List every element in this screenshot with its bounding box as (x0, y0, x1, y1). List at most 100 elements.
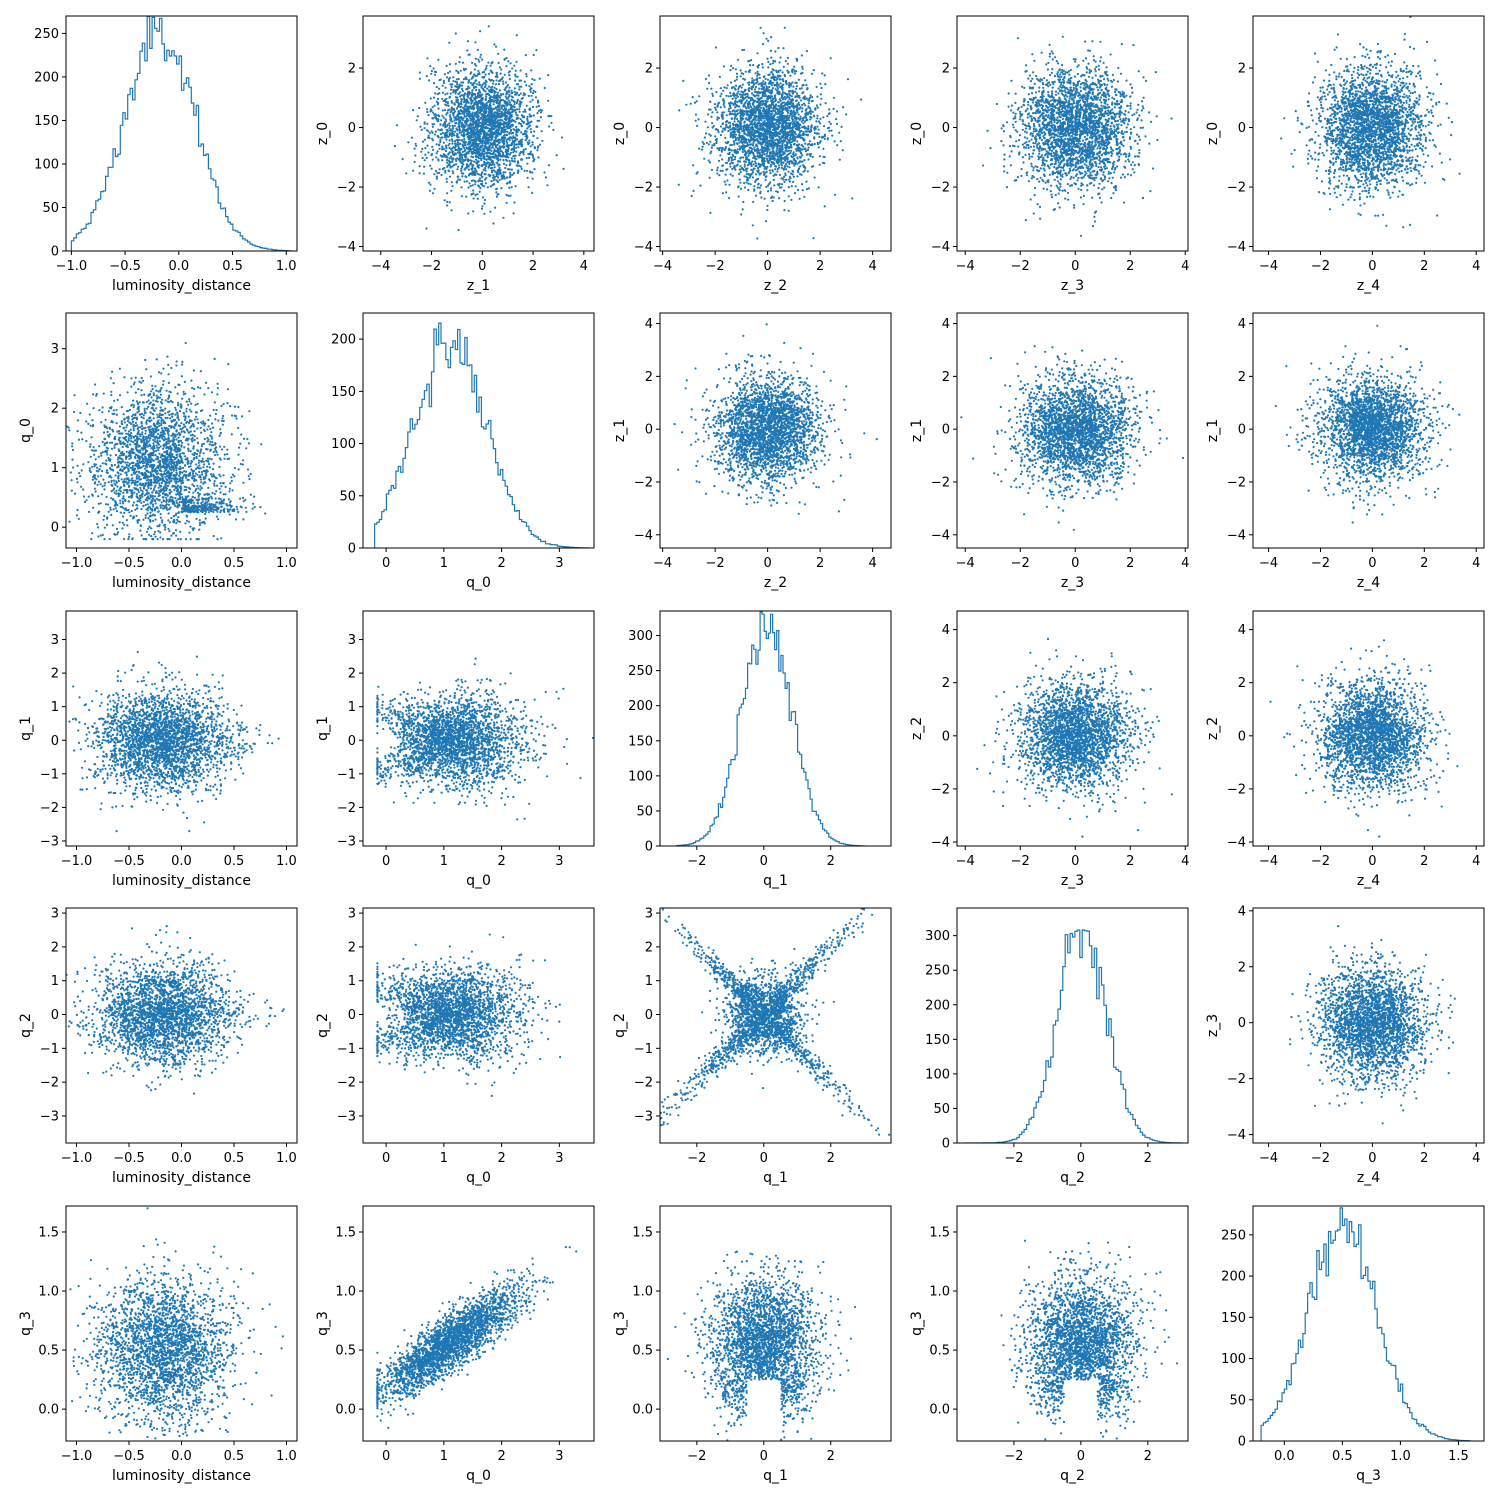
scatter-point (560, 136, 564, 139)
scatter-point (790, 117, 794, 120)
scatter-point (733, 120, 736, 123)
scatter-point (460, 84, 463, 87)
scatter-point (776, 81, 779, 84)
scatter-point (438, 147, 441, 150)
scatter-point (492, 161, 495, 164)
scatter-point (492, 179, 495, 182)
scatter-point (508, 168, 511, 171)
scatter-point (803, 125, 806, 128)
scatter-point (446, 159, 449, 162)
scatter-point (518, 94, 521, 97)
scatter-point (491, 176, 494, 179)
scatter-point (816, 117, 819, 120)
scatter-point (497, 61, 500, 64)
scatter-point (755, 157, 758, 161)
scatter-point (470, 101, 473, 104)
scatter-point (462, 163, 465, 166)
y-tick-label: 2 (348, 62, 356, 77)
scatter-point (767, 110, 771, 113)
scatter-point (779, 85, 782, 89)
scatter-point (434, 133, 437, 136)
scatter-point (513, 87, 516, 90)
scatter-point (546, 184, 549, 187)
scatter-point (698, 147, 701, 150)
scatter-point (809, 154, 812, 158)
scatter-point (809, 94, 812, 97)
scatter-point (792, 151, 795, 154)
scatter-point (484, 163, 487, 166)
scatter-point (462, 172, 465, 175)
scatter-point (436, 120, 440, 123)
scatter-point (444, 169, 447, 172)
scatter-point (766, 208, 769, 212)
scatter-point (719, 169, 722, 172)
scatter-point (498, 66, 501, 69)
scatter-point (788, 166, 791, 169)
scatter-point (826, 138, 829, 141)
scatter-point (757, 127, 760, 130)
scatter-point (498, 166, 501, 170)
scatter-point (738, 105, 741, 108)
scatter-point (427, 151, 430, 154)
scatter-point (749, 96, 752, 99)
scatter-point (695, 100, 698, 103)
scatter-point (773, 96, 776, 99)
scatter-point (518, 164, 521, 167)
scatter-point (500, 106, 503, 109)
scatter-point (472, 146, 475, 149)
scatter-point (784, 124, 787, 127)
scatter-point (514, 185, 517, 188)
scatter-point (776, 142, 779, 145)
scatter-point (511, 139, 514, 143)
scatter-point (745, 181, 748, 184)
scatter-point (709, 140, 712, 143)
scatter-point (707, 74, 711, 77)
scatter-point (460, 195, 463, 198)
scatter-point (432, 96, 435, 99)
scatter-point (460, 167, 463, 170)
scatter-point (508, 186, 511, 189)
scatter-point (460, 186, 463, 189)
x-tick-label: 1.0 (276, 259, 297, 274)
scatter-point (799, 117, 802, 120)
scatter-point (519, 69, 522, 72)
scatter-point (804, 104, 807, 107)
scatter-point (764, 144, 767, 147)
scatter-point (727, 95, 730, 98)
scatter-point (750, 163, 753, 166)
scatter-point (435, 114, 438, 117)
scatter-point (740, 166, 744, 170)
scatter-point (796, 95, 800, 98)
scatter-point (445, 134, 448, 137)
scatter-point (804, 142, 807, 145)
scatter-point (747, 106, 750, 110)
scatter-point (494, 154, 497, 157)
scatter-point (780, 183, 784, 186)
scatter-point (494, 153, 497, 156)
x-axis-label: z_1 (467, 278, 490, 294)
scatter-point (488, 145, 491, 148)
scatter-point (441, 146, 444, 149)
scatter-point (737, 172, 741, 176)
scatter-point (502, 151, 505, 154)
scatter-point (516, 164, 519, 167)
scatter-point (498, 104, 501, 107)
scatter-point (733, 141, 736, 144)
axes-frame (362, 15, 595, 252)
scatter-point (448, 142, 451, 145)
scatter-point (759, 138, 762, 141)
scatter-point (441, 91, 444, 94)
scatter-point (819, 93, 823, 96)
scatter-point (537, 104, 541, 107)
scatter-point (525, 75, 528, 78)
scatter-point (708, 108, 711, 111)
scatter-point (761, 93, 765, 96)
scatter-point (795, 70, 798, 73)
scatter-point (481, 58, 484, 61)
scatter-point (470, 133, 473, 136)
scatter-point (721, 158, 724, 161)
scatter-point (437, 134, 440, 138)
scatter-point (515, 117, 518, 121)
scatter-point (513, 106, 516, 109)
